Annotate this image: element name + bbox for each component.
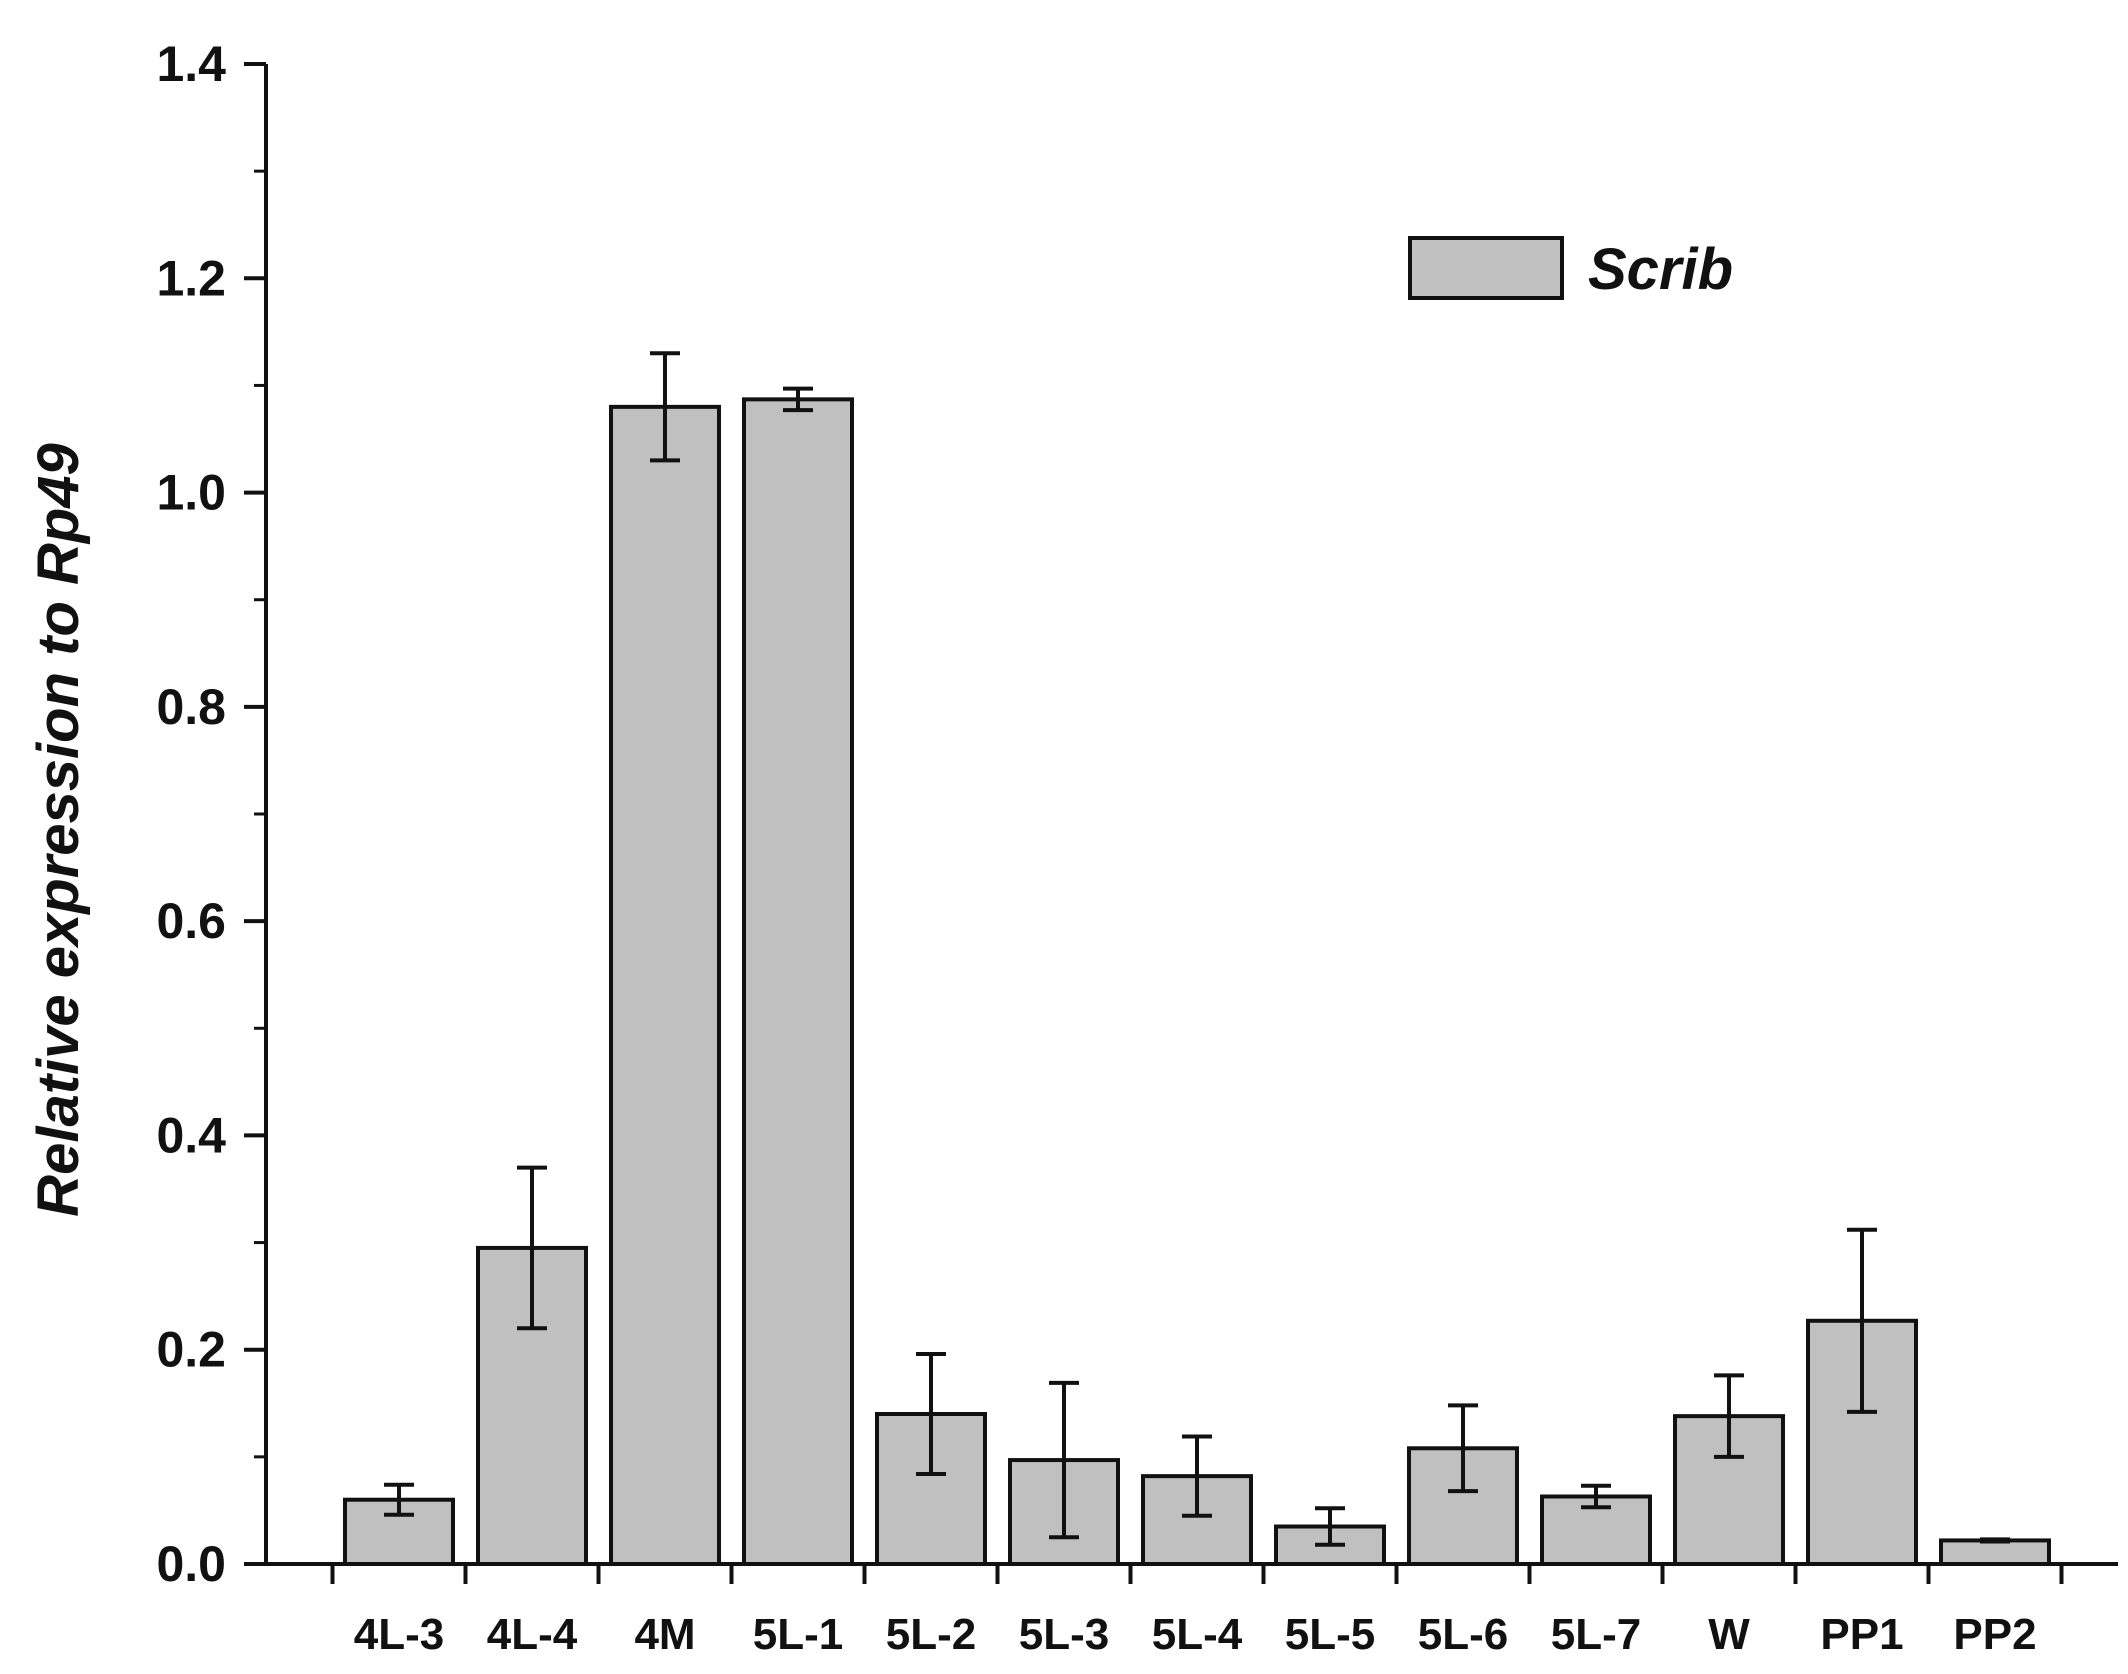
y-tick-label: 1.0 <box>156 465 226 521</box>
error-bar-5l-7 <box>1581 1483 1611 1510</box>
bar-5l-1 <box>742 397 854 1566</box>
legend-swatch <box>1408 236 1564 300</box>
y-tick-label: 0.0 <box>156 1536 226 1592</box>
error-bar-4l-3 <box>384 1482 414 1517</box>
x-tick-label: 5L-6 <box>1418 1610 1508 1659</box>
legend-label: Scrib <box>1588 237 1733 302</box>
error-bar-w <box>1714 1373 1744 1459</box>
x-tick-label: 5L-3 <box>1019 1610 1109 1659</box>
x-tick-label: W <box>1708 1610 1750 1659</box>
y-tick-label: 0.6 <box>156 893 226 949</box>
error-bar-5l-5 <box>1315 1506 1345 1547</box>
error-bar-4m <box>650 351 680 463</box>
error-bar-5l-6 <box>1448 1403 1478 1494</box>
y-tick-label: 0.2 <box>156 1322 226 1378</box>
error-bar-5l-1 <box>783 386 813 413</box>
error-bar-pp1 <box>1847 1227 1877 1414</box>
bar-4m <box>609 404 721 1566</box>
y-tick-label: 0.8 <box>156 679 226 735</box>
bars <box>343 397 2051 1567</box>
x-tick-label: PP2 <box>1953 1610 2036 1659</box>
x-tick-label: 5L-2 <box>886 1610 976 1659</box>
x-axis-labels: 4L-3 4L-4 4M 5L-1 5L-2 5L-3 5L-4 5L-5 5L-6 5L-7 W P… <box>330 1564 2064 1659</box>
error-bar-pp2 <box>1980 1537 2010 1544</box>
x-tick-label: 5L-5 <box>1285 1610 1375 1659</box>
error-bar-5l-2 <box>916 1352 946 1476</box>
x-tick-label: 4M <box>634 1610 695 1659</box>
x-tick-label: 4L-3 <box>354 1610 444 1659</box>
x-tick-label: 5L-4 <box>1152 1610 1243 1659</box>
y-tick-label: 1.2 <box>156 250 226 306</box>
error-bar-5l-3 <box>1049 1380 1079 1540</box>
legend: Scrib <box>1408 236 1733 302</box>
error-bar-5l-4 <box>1182 1434 1212 1518</box>
y-tick-label: 1.4 <box>156 36 226 92</box>
error-bar-4l-4 <box>517 1165 547 1331</box>
x-tick-label: PP1 <box>1820 1610 1903 1659</box>
x-tick-label: 5L-1 <box>753 1610 843 1659</box>
bar-pp2 <box>1939 1538 2051 1567</box>
x-tick-label: 5L-7 <box>1551 1610 1641 1659</box>
error-bars <box>384 351 2010 1547</box>
y-axis-ticks: 0.0 0.2 0.4 0.6 0.8 1.0 1.2 1.4 <box>156 36 266 1592</box>
y-tick-label: 0.4 <box>156 1107 226 1163</box>
y-axis-label: Relative expression to Rp49 <box>26 443 91 1217</box>
x-tick-label: 4L-4 <box>487 1610 578 1659</box>
